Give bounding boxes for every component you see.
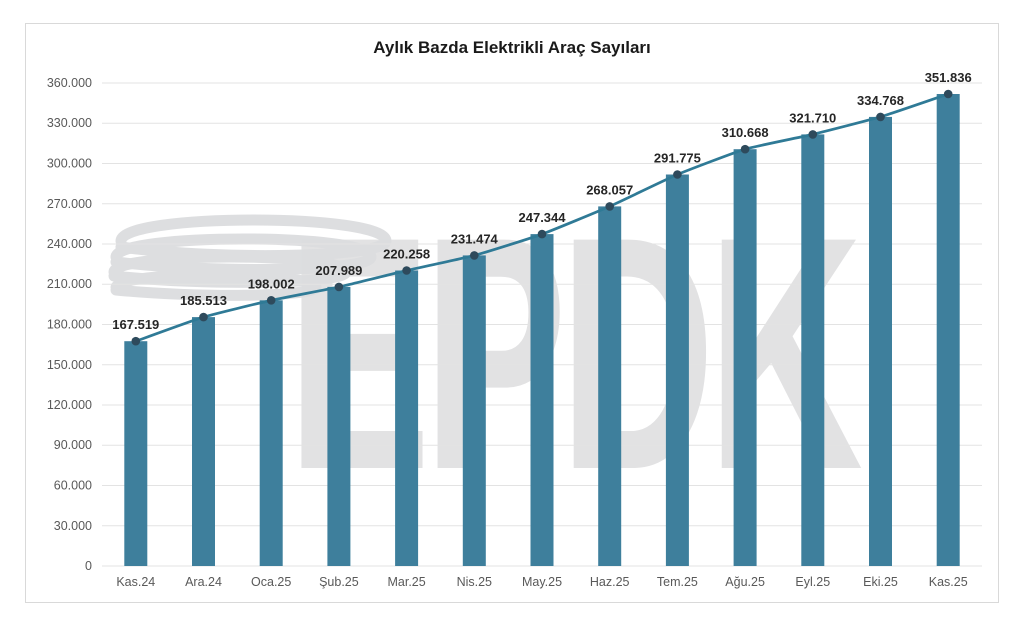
svg-text:0: 0 xyxy=(85,559,92,573)
svg-text:Oca.25: Oca.25 xyxy=(251,575,291,589)
svg-text:268.057: 268.057 xyxy=(586,182,633,197)
svg-text:330.000: 330.000 xyxy=(47,116,92,130)
svg-text:180.000: 180.000 xyxy=(47,318,92,332)
svg-text:60.000: 60.000 xyxy=(54,479,92,493)
svg-text:Eki.25: Eki.25 xyxy=(863,575,898,589)
svg-text:291.775: 291.775 xyxy=(654,151,701,166)
svg-text:90.000: 90.000 xyxy=(54,438,92,452)
svg-text:270.000: 270.000 xyxy=(47,197,92,211)
svg-text:120.000: 120.000 xyxy=(47,398,92,412)
svg-text:310.668: 310.668 xyxy=(722,125,769,140)
svg-text:231.474: 231.474 xyxy=(451,231,499,246)
svg-text:167.519: 167.519 xyxy=(112,317,159,332)
svg-text:Mar.25: Mar.25 xyxy=(387,575,425,589)
svg-text:300.000: 300.000 xyxy=(47,157,92,171)
svg-text:Kas.24: Kas.24 xyxy=(116,575,155,589)
svg-text:220.258: 220.258 xyxy=(383,247,430,262)
svg-text:150.000: 150.000 xyxy=(47,358,92,372)
svg-text:185.513: 185.513 xyxy=(180,293,227,308)
svg-text:351.836: 351.836 xyxy=(925,70,972,85)
svg-text:360.000: 360.000 xyxy=(47,76,92,90)
svg-text:Haz.25: Haz.25 xyxy=(590,575,630,589)
svg-text:Nis.25: Nis.25 xyxy=(457,575,492,589)
svg-text:Tem.25: Tem.25 xyxy=(657,575,698,589)
svg-text:198.002: 198.002 xyxy=(248,276,295,291)
svg-text:30.000: 30.000 xyxy=(54,519,92,533)
svg-text:Kas.25: Kas.25 xyxy=(929,575,968,589)
svg-text:210.000: 210.000 xyxy=(47,277,92,291)
svg-text:May.25: May.25 xyxy=(522,575,562,589)
svg-text:321.710: 321.710 xyxy=(789,110,836,125)
svg-text:334.768: 334.768 xyxy=(857,93,904,108)
svg-text:247.344: 247.344 xyxy=(519,210,567,225)
svg-text:Eyl.25: Eyl.25 xyxy=(795,575,830,589)
svg-text:207.989: 207.989 xyxy=(315,263,362,278)
svg-text:240.000: 240.000 xyxy=(47,237,92,251)
svg-text:Ağu.25: Ağu.25 xyxy=(725,575,765,589)
svg-text:Şub.25: Şub.25 xyxy=(319,575,359,589)
svg-text:Ara.24: Ara.24 xyxy=(185,575,222,589)
